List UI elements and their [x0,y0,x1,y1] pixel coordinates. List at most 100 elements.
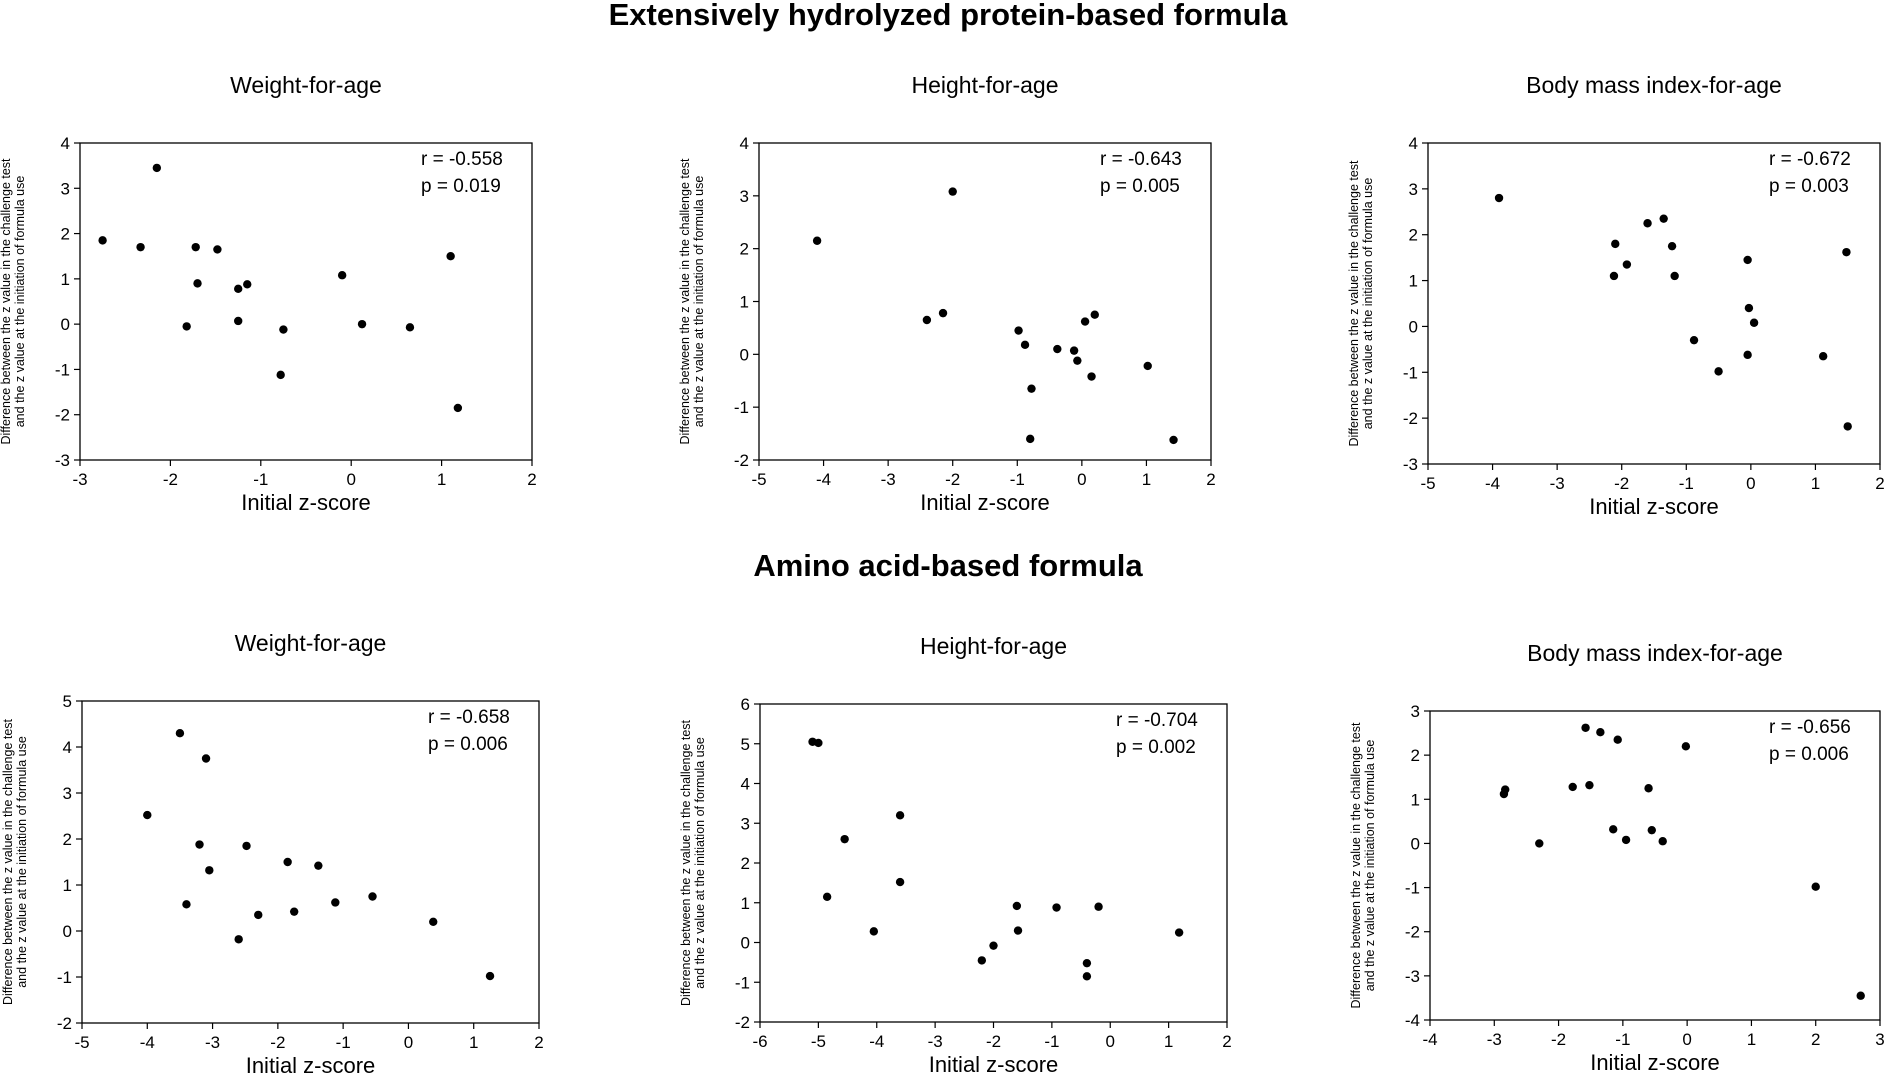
data-point [234,316,243,326]
x-tick-label: -1 [1679,474,1694,493]
x-tick-label: 2 [534,1033,543,1052]
data-point [1622,260,1632,269]
y-tick-label: -2 [1403,409,1418,428]
scatter-panel-5: Height-for-age -6 -5 -4 -3 -2 -1 0 1 2 -2 -1 0 1 2 3 4 5 6… [679,633,1232,1077]
scatter-panel-1: Weight-for-age -3 -2 -1 0 1 2 -3 -2 -1 0 1 2 3 4 Initia… [0,72,537,515]
x-axis-label: Initial z-score [241,490,371,515]
data-point [895,877,905,887]
data-point [1670,271,1679,281]
data-point [1020,340,1030,350]
data-point [1613,735,1622,744]
x-tick-label: 1 [437,470,446,489]
data-point [922,315,932,325]
y-tick-label: 6 [741,695,750,714]
y-tick-label: 5 [741,735,750,754]
x-tick-label: -3 [928,1032,943,1051]
data-point [814,738,823,748]
x-tick-label: -1 [336,1033,351,1052]
data-point [1143,361,1152,371]
data-point [1535,839,1544,848]
x-tick-label: 2 [527,470,536,489]
x-tick-label: -4 [1485,474,1500,493]
y-tick-label: 0 [63,922,72,941]
data-point [1659,214,1668,223]
data-point [1069,346,1079,355]
y-tick-label: 3 [61,179,70,198]
y-tick-label: -2 [55,406,70,425]
r-value-label: r = -0.558 [421,149,503,170]
data-point [1174,928,1184,937]
data-point [1714,367,1723,376]
plot-frame [1427,142,1881,465]
x-tick-label: 0 [1682,1030,1691,1049]
x-tick-label: -3 [72,470,87,489]
p-value-label: p = 0.019 [421,176,501,197]
data-point [1090,310,1099,319]
data-point [1053,344,1062,354]
data-point [1501,785,1510,794]
y-tick-label: 4 [1409,134,1418,153]
data-point [1749,318,1759,327]
y-axis-label: Difference between the z value in the ch… [1,718,29,1005]
data-point [977,956,987,965]
y-tick-label: -2 [57,1014,72,1033]
x-axis-label: Initial z-score [1590,1050,1720,1075]
data-point [98,236,107,245]
y-axis-label: Difference between the z value in the ch… [1349,722,1377,1009]
plot-frame [79,142,533,461]
y-tick-label: 3 [1409,180,1418,199]
data-point [1082,972,1092,981]
y-tick-label: 0 [1411,834,1420,853]
x-axis-label: Initial z-score [246,1053,376,1078]
y-tick-label: 1 [741,894,750,913]
x-tick-label: 0 [1106,1032,1115,1051]
y-axis-label-line: and the z value at the initiation of for… [13,176,27,428]
data-point [213,245,222,254]
y-tick-label: 4 [63,738,72,757]
scatter-panel-4: Weight-for-age -5 -4 -3 -2 -1 0 1 2 -2 -1 0 1 2 3 4 5 Ini… [1,630,544,1078]
x-tick-label: 1 [1142,470,1151,489]
y-tick-label: -1 [734,398,749,417]
panel-title: Height-for-age [920,633,1067,659]
data-point [1643,219,1652,228]
data-point [1609,271,1619,281]
x-tick-label: -5 [811,1032,826,1051]
data-point [234,284,243,294]
data-point [1743,255,1752,265]
y-tick-label: 2 [1409,226,1418,245]
y-tick-label: -1 [735,973,750,992]
data-point [1073,356,1082,365]
data-point [1843,422,1852,431]
scatter-panel-6: Body mass index-for-age -4 -3 -2 -1 0 1 2 3 -4 -3 -… [1349,640,1885,1075]
panel-title: Height-for-age [911,72,1058,98]
data-point [1494,193,1504,203]
panel-title: Body mass index-for-age [1526,72,1782,98]
x-tick-label: -5 [74,1033,89,1052]
data-point [1585,780,1594,790]
y-tick-label: 2 [740,240,749,259]
y-tick-label: 1 [1409,272,1418,291]
plot-frame [1429,710,1881,1021]
data-point [143,810,152,820]
data-point [446,252,455,261]
data-point [1743,350,1752,360]
data-point [895,811,905,820]
section-title-amino-acid: Amino acid-based formula [753,548,1143,583]
x-tick-label: -2 [986,1032,1001,1051]
data-point [289,907,299,916]
y-tick-label: -4 [1405,1011,1420,1030]
data-point [182,322,191,331]
data-point [254,910,263,920]
r-value-label: r = -0.656 [1769,717,1851,738]
x-tick-label: 2 [1875,474,1884,493]
x-tick-label: -5 [751,470,766,489]
r-value-label: r = -0.704 [1116,710,1198,731]
x-tick-label: -3 [1487,1030,1502,1049]
y-tick-label: 1 [61,270,70,289]
y-tick-label: 4 [740,134,749,153]
data-point [1052,903,1061,912]
y-axis-label-line: and the z value at the initiation of for… [15,736,29,988]
data-point [242,841,251,851]
data-point [1581,723,1590,732]
